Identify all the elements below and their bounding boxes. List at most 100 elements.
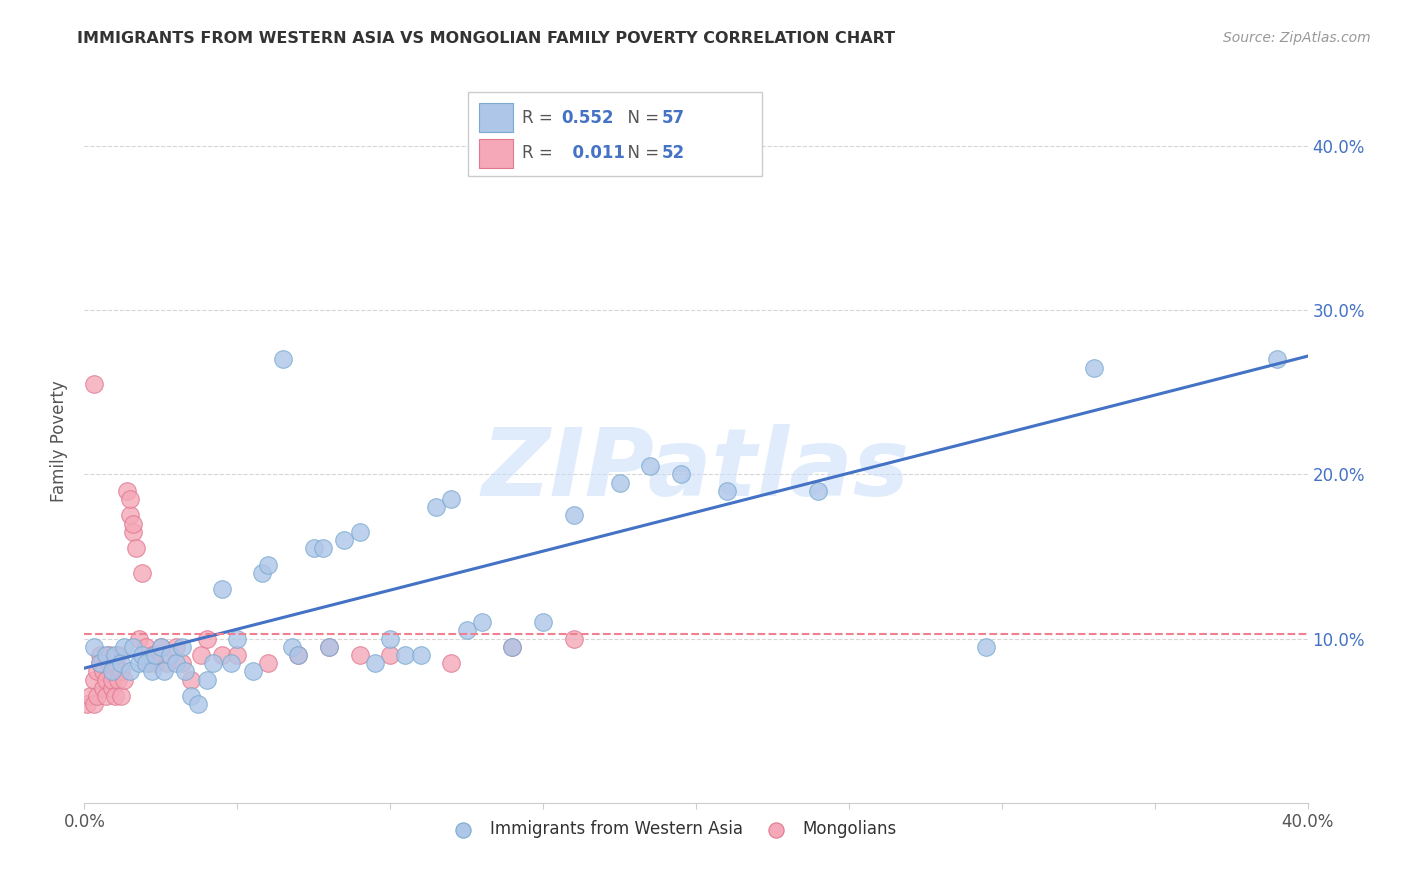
Point <box>104 648 127 662</box>
Point <box>128 657 150 671</box>
Point <box>115 483 138 498</box>
Point <box>101 665 124 679</box>
Point <box>131 566 153 580</box>
Point <box>122 640 145 654</box>
Point <box>107 673 129 687</box>
Point <box>112 673 135 687</box>
Point <box>409 648 432 662</box>
Point <box>94 673 117 687</box>
Text: 0.011: 0.011 <box>561 145 624 162</box>
Text: ZIPatlas: ZIPatlas <box>482 425 910 516</box>
Point <box>135 640 157 654</box>
Point <box>83 698 105 712</box>
Text: IMMIGRANTS FROM WESTERN ASIA VS MONGOLIAN FAMILY POVERTY CORRELATION CHART: IMMIGRANTS FROM WESTERN ASIA VS MONGOLIA… <box>77 31 896 46</box>
Point <box>502 640 524 654</box>
Point <box>287 648 309 662</box>
Text: 0.552: 0.552 <box>561 109 613 127</box>
Point <box>456 624 478 638</box>
Text: R =: R = <box>522 145 558 162</box>
Point <box>110 657 132 671</box>
Point <box>976 640 998 654</box>
Point <box>394 648 416 662</box>
Point <box>669 467 692 482</box>
Point <box>440 657 463 671</box>
Point <box>83 640 105 654</box>
Point <box>271 352 294 367</box>
Point <box>94 648 117 662</box>
Point <box>97 648 120 662</box>
Legend: Immigrants from Western Asia, Mongolians: Immigrants from Western Asia, Mongolians <box>440 814 904 845</box>
Point <box>89 648 111 662</box>
Point <box>257 657 280 671</box>
Point <box>531 615 554 630</box>
Point <box>287 648 309 662</box>
Point <box>83 377 105 392</box>
Point <box>333 533 356 547</box>
Point <box>174 665 197 679</box>
Text: N =: N = <box>617 145 665 162</box>
Point <box>112 640 135 654</box>
Point <box>186 698 208 712</box>
Point <box>149 640 172 654</box>
Point <box>141 648 163 662</box>
Point <box>219 657 242 671</box>
Point <box>195 632 218 646</box>
Point <box>190 648 212 662</box>
Point <box>165 640 187 654</box>
Point <box>281 640 304 654</box>
Point <box>143 657 166 671</box>
Point <box>211 582 233 597</box>
Point <box>135 657 157 671</box>
Point <box>101 681 124 695</box>
Point <box>425 500 447 515</box>
Point <box>120 491 142 506</box>
Point <box>364 657 387 671</box>
Point <box>97 657 120 671</box>
Text: 52: 52 <box>662 145 685 162</box>
Point <box>172 640 194 654</box>
Point <box>89 657 111 671</box>
Point <box>201 657 224 671</box>
Point <box>125 541 148 556</box>
Point <box>165 657 187 671</box>
Point <box>195 673 218 687</box>
Point <box>502 640 524 654</box>
Point <box>131 648 153 662</box>
Point <box>83 673 105 687</box>
Point <box>172 657 194 671</box>
Point <box>226 632 249 646</box>
Point <box>91 665 114 679</box>
Point <box>318 640 340 654</box>
Point <box>110 689 132 703</box>
Point <box>94 689 117 703</box>
Y-axis label: Family Poverty: Family Poverty <box>51 381 69 502</box>
Point <box>143 648 166 662</box>
Point <box>120 508 142 523</box>
Point <box>91 681 114 695</box>
Point <box>302 541 325 556</box>
Point <box>349 648 371 662</box>
Point <box>211 648 233 662</box>
Text: R =: R = <box>522 109 558 127</box>
Point <box>120 665 142 679</box>
Point <box>156 657 179 671</box>
Text: Source: ZipAtlas.com: Source: ZipAtlas.com <box>1223 31 1371 45</box>
Point <box>471 615 494 630</box>
Point <box>1265 352 1288 367</box>
Point <box>380 648 402 662</box>
Point <box>180 689 202 703</box>
Point <box>226 648 249 662</box>
Point <box>312 541 335 556</box>
Point <box>122 516 145 531</box>
Point <box>128 632 150 646</box>
Point <box>638 459 661 474</box>
Point <box>153 665 176 679</box>
Point <box>180 673 202 687</box>
Point <box>110 665 132 679</box>
Point <box>149 640 172 654</box>
Point <box>141 665 163 679</box>
Point <box>86 665 108 679</box>
Point <box>250 566 273 580</box>
Point <box>807 483 830 498</box>
Point <box>242 665 264 679</box>
